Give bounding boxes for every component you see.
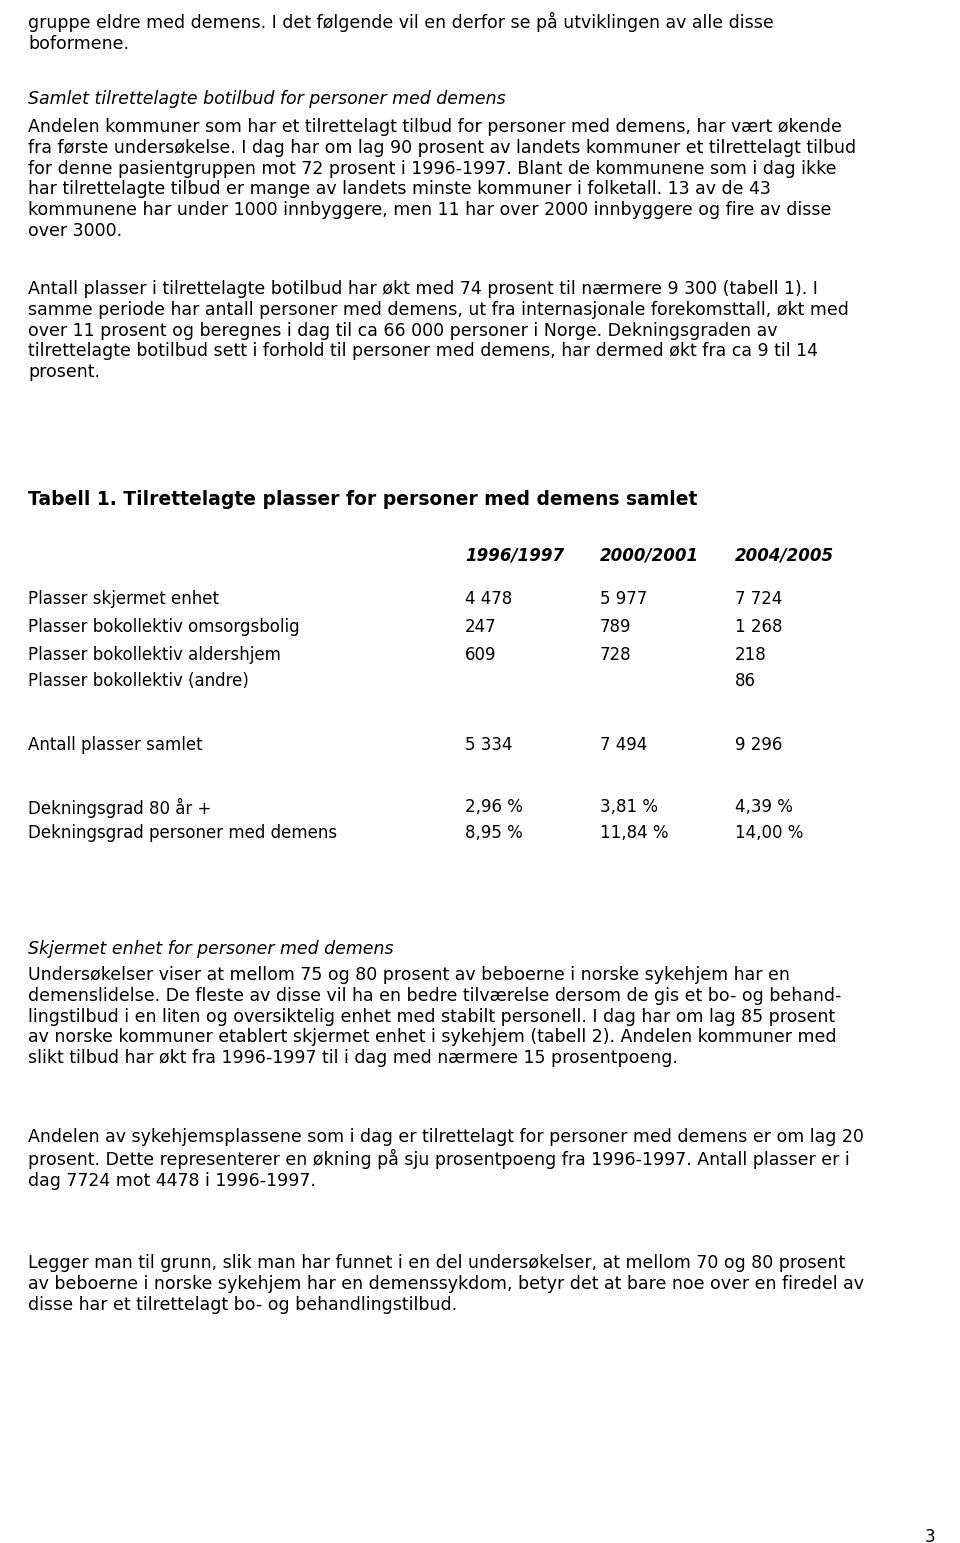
Text: 3,81 %: 3,81 % — [600, 798, 658, 816]
Text: 728: 728 — [600, 647, 632, 663]
Text: Plasser bokollektiv omsorgsbolig: Plasser bokollektiv omsorgsbolig — [28, 619, 300, 636]
Text: gruppe eldre med demens. I det følgende vil en derfor se på utviklingen av alle : gruppe eldre med demens. I det følgende … — [28, 12, 774, 52]
Text: 3: 3 — [924, 1528, 935, 1543]
Text: 609: 609 — [465, 647, 496, 663]
Text: Legger man til grunn, slik man har funnet i en del undersøkelser, at mellom 70 o: Legger man til grunn, slik man har funne… — [28, 1254, 864, 1313]
Text: 9 296: 9 296 — [735, 736, 782, 755]
Text: 2,96 %: 2,96 % — [465, 798, 523, 816]
Text: Skjermet enhet for personer med demens: Skjermet enhet for personer med demens — [28, 940, 394, 958]
Text: Undersøkelser viser at mellom 75 og 80 prosent av beboerne i norske sykehjem har: Undersøkelser viser at mellom 75 og 80 p… — [28, 966, 841, 1068]
Text: 1996/1997: 1996/1997 — [465, 546, 564, 565]
Text: 1 268: 1 268 — [735, 619, 782, 636]
Text: Andelen av sykehjemsplassene som i dag er tilrettelagt for personer med demens e: Andelen av sykehjemsplassene som i dag e… — [28, 1128, 864, 1190]
Text: 247: 247 — [465, 619, 496, 636]
Text: Samlet tilrettelagte botilbud for personer med demens: Samlet tilrettelagte botilbud for person… — [28, 89, 506, 108]
Text: 5 977: 5 977 — [600, 589, 647, 608]
Text: Antall plasser samlet: Antall plasser samlet — [28, 736, 203, 755]
Text: 8,95 %: 8,95 % — [465, 824, 523, 842]
Text: 86: 86 — [735, 673, 756, 690]
Text: 7 724: 7 724 — [735, 589, 782, 608]
Text: 2004/2005: 2004/2005 — [735, 546, 834, 565]
Text: Plasser skjermet enhet: Plasser skjermet enhet — [28, 589, 219, 608]
Text: Tabell 1. Tilrettelagte plasser for personer med demens samlet: Tabell 1. Tilrettelagte plasser for pers… — [28, 491, 697, 509]
Text: Dekningsgrad 80 år +: Dekningsgrad 80 år + — [28, 798, 211, 818]
Text: 14,00 %: 14,00 % — [735, 824, 804, 842]
Text: 7 494: 7 494 — [600, 736, 647, 755]
Text: Plasser bokollektiv (andre): Plasser bokollektiv (andre) — [28, 673, 249, 690]
Text: Andelen kommuner som har et tilrettelagt tilbud for personer med demens, har vær: Andelen kommuner som har et tilrettelagt… — [28, 117, 856, 241]
Text: 2000/2001: 2000/2001 — [600, 546, 699, 565]
Text: 218: 218 — [735, 647, 767, 663]
Text: Plasser bokollektiv aldershjem: Plasser bokollektiv aldershjem — [28, 647, 281, 663]
Text: 11,84 %: 11,84 % — [600, 824, 668, 842]
Text: Antall plasser i tilrettelagte botilbud har økt med 74 prosent til nærmere 9 300: Antall plasser i tilrettelagte botilbud … — [28, 279, 849, 381]
Text: 4,39 %: 4,39 % — [735, 798, 793, 816]
Text: 5 334: 5 334 — [465, 736, 513, 755]
Text: Dekningsgrad personer med demens: Dekningsgrad personer med demens — [28, 824, 337, 842]
Text: 4 478: 4 478 — [465, 589, 513, 608]
Text: 789: 789 — [600, 619, 632, 636]
